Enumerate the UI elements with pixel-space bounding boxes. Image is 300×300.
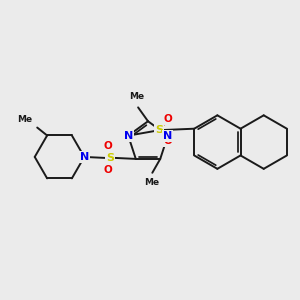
Text: Me: Me — [17, 115, 32, 124]
Text: Me: Me — [144, 178, 159, 187]
Text: O: O — [104, 165, 112, 175]
Text: N: N — [80, 152, 89, 162]
Text: O: O — [164, 114, 172, 124]
Text: Me: Me — [130, 92, 145, 101]
Text: N: N — [163, 130, 172, 141]
Text: O: O — [104, 141, 112, 151]
Text: N: N — [124, 130, 133, 141]
Text: S: S — [106, 153, 114, 163]
Text: O: O — [164, 136, 172, 146]
Text: S: S — [155, 125, 163, 135]
